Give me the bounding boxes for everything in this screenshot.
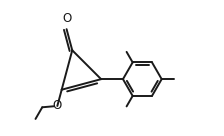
Text: O: O xyxy=(53,99,62,112)
Text: O: O xyxy=(62,12,71,25)
